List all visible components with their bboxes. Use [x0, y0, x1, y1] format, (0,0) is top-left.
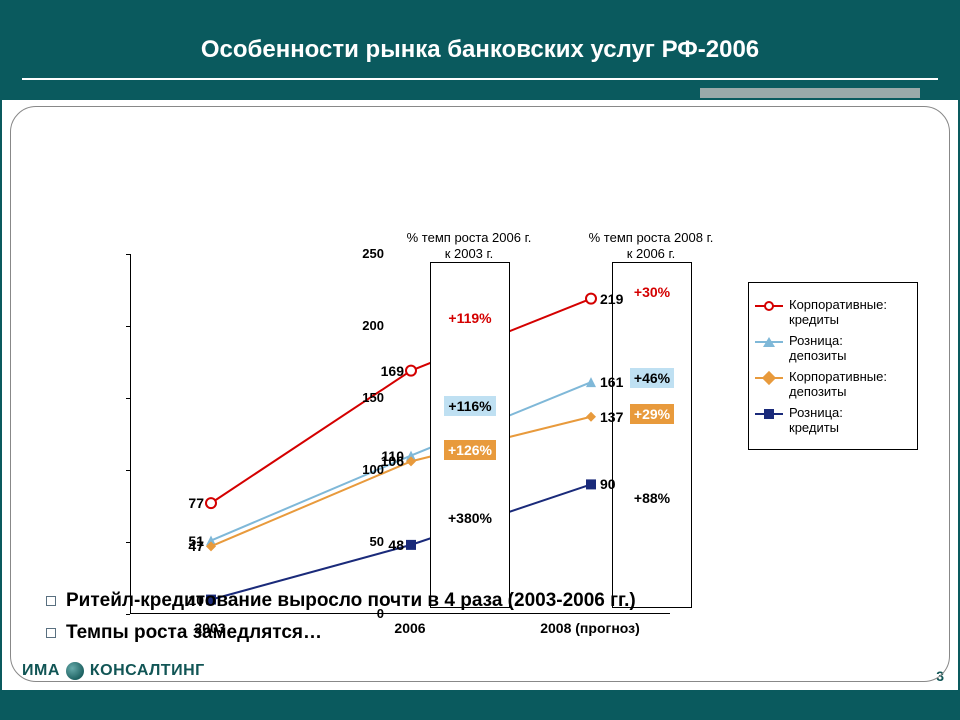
y-axis-label: млрд. долл. США	[42, 112, 107, 136]
logo-text-2: КОНСАЛТИНГ	[90, 662, 205, 680]
growth-value: +119%	[435, 310, 505, 326]
growth-value: +88%	[617, 490, 687, 506]
legend-item: Корпоративные: кредиты	[755, 297, 911, 327]
y-tick-mark	[126, 398, 130, 399]
growth-value: +116%	[435, 398, 505, 414]
y-tick-label: 200	[344, 318, 384, 333]
legend-swatch	[755, 335, 783, 349]
bullet-icon	[46, 628, 56, 638]
growth-header-1: % темп роста 2008 г. к 2006 г.	[586, 230, 716, 261]
legend-label: Корпоративные: депозиты	[789, 369, 887, 399]
data-point-label: 48	[372, 537, 404, 553]
growth-value: +380%	[435, 510, 505, 526]
bullet-text: Ритейл-кредитование выросло почти в 4 ра…	[66, 590, 636, 612]
accent-bar	[700, 88, 920, 98]
y-tick-mark	[126, 326, 130, 327]
legend-swatch	[755, 299, 783, 313]
growth-value: +30%	[617, 284, 687, 300]
page-number: 3	[936, 668, 944, 684]
data-point-label: 169	[372, 363, 404, 379]
data-point-label: 106	[372, 453, 404, 469]
y-tick-label: 250	[344, 246, 384, 261]
slide-body: % темп роста 2006 г. к 2003 г. % темп ро…	[2, 100, 958, 690]
growth-box-2008	[612, 262, 692, 608]
legend-item: Розница: кредиты	[755, 405, 911, 435]
growth-header-0: % темп роста 2006 г. к 2003 г.	[404, 230, 534, 261]
y-tick-mark	[126, 470, 130, 471]
y-tick-mark	[126, 542, 130, 543]
y-tick-label: 150	[344, 390, 384, 405]
chart-legend: Корпоративные: кредиты Розница: депозиты К…	[748, 282, 918, 450]
chart-plot	[130, 254, 670, 614]
bullet-item: Темпы роста замедлятся…	[46, 622, 926, 644]
legend-label: Корпоративные: кредиты	[789, 297, 887, 327]
bullet-item: Ритейл-кредитование выросло почти в 4 ра…	[46, 590, 926, 612]
legend-label: Розница: депозиты	[789, 333, 846, 363]
bullet-list: Ритейл-кредитование выросло почти в 4 ра…	[46, 580, 926, 654]
growth-value: +46%	[617, 370, 687, 386]
title-underline	[22, 78, 938, 80]
data-point-label: 77	[172, 495, 204, 511]
globe-icon	[66, 662, 84, 680]
growth-value: +29%	[617, 406, 687, 422]
bullet-text: Темпы роста замедлятся…	[66, 622, 322, 644]
bullet-icon	[46, 596, 56, 606]
y-tick-mark	[126, 254, 130, 255]
growth-value: +126%	[435, 442, 505, 458]
legend-swatch	[755, 407, 783, 421]
legend-swatch	[755, 371, 783, 385]
brand-logo: ИМА КОНСАЛТИНГ	[22, 662, 205, 680]
logo-text-1: ИМА	[22, 662, 60, 680]
legend-label: Розница: кредиты	[789, 405, 843, 435]
legend-item: Корпоративные: депозиты	[755, 369, 911, 399]
data-point-label: 90	[600, 476, 616, 492]
slide-title: Особенности рынка банковских услуг РФ-20…	[0, 36, 960, 64]
chart-lines-svg	[131, 254, 671, 614]
legend-item: Розница: депозиты	[755, 333, 911, 363]
data-point-label: 47	[172, 538, 204, 554]
